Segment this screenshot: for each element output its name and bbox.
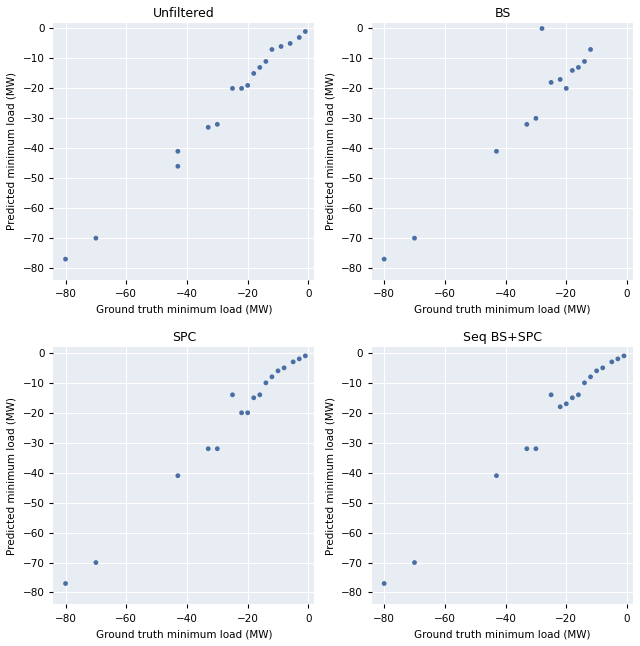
Point bbox=[212, 444, 223, 454]
Point bbox=[294, 354, 305, 364]
Point bbox=[260, 56, 271, 67]
Point bbox=[173, 146, 183, 156]
Y-axis label: Predicted minimum load (MW): Predicted minimum load (MW) bbox=[7, 72, 17, 230]
Point bbox=[531, 113, 541, 123]
Point bbox=[579, 378, 589, 388]
Point bbox=[91, 233, 101, 244]
Point bbox=[248, 393, 259, 403]
Point bbox=[410, 233, 420, 244]
Point bbox=[294, 32, 305, 43]
Point bbox=[288, 357, 298, 367]
Point bbox=[579, 56, 589, 67]
X-axis label: Ground truth minimum load (MW): Ground truth minimum load (MW) bbox=[95, 305, 272, 315]
Point bbox=[612, 354, 623, 364]
Point bbox=[203, 444, 213, 454]
Point bbox=[531, 444, 541, 454]
Point bbox=[561, 83, 572, 94]
Point bbox=[276, 41, 286, 52]
Point bbox=[273, 366, 283, 376]
Point bbox=[492, 470, 502, 481]
Point bbox=[267, 371, 277, 382]
Y-axis label: Predicted minimum load (MW): Predicted minimum load (MW) bbox=[7, 397, 17, 555]
X-axis label: Ground truth minimum load (MW): Ground truth minimum load (MW) bbox=[95, 629, 272, 639]
Point bbox=[279, 362, 289, 373]
X-axis label: Ground truth minimum load (MW): Ground truth minimum load (MW) bbox=[414, 629, 591, 639]
Point bbox=[285, 38, 295, 48]
Point bbox=[573, 390, 584, 400]
Point bbox=[555, 402, 565, 412]
Point bbox=[410, 557, 420, 568]
Title: BS: BS bbox=[494, 7, 511, 20]
Point bbox=[537, 23, 547, 34]
Point bbox=[60, 254, 70, 264]
Point bbox=[173, 470, 183, 481]
Point bbox=[546, 78, 556, 88]
Point bbox=[522, 444, 532, 454]
Point bbox=[591, 366, 602, 376]
Point bbox=[522, 119, 532, 129]
Point bbox=[379, 578, 389, 589]
Point bbox=[546, 390, 556, 400]
Point bbox=[60, 578, 70, 589]
Point bbox=[227, 390, 237, 400]
Point bbox=[243, 408, 253, 418]
Point bbox=[586, 45, 596, 55]
Point bbox=[236, 83, 246, 94]
Point bbox=[236, 408, 246, 418]
Point bbox=[598, 362, 608, 373]
Point bbox=[91, 557, 101, 568]
Point bbox=[227, 83, 237, 94]
Point bbox=[243, 80, 253, 90]
Point bbox=[260, 378, 271, 388]
Point bbox=[267, 45, 277, 55]
Point bbox=[619, 351, 629, 361]
Point bbox=[586, 371, 596, 382]
Point bbox=[300, 26, 310, 37]
Point bbox=[567, 393, 577, 403]
Point bbox=[379, 254, 389, 264]
Point bbox=[212, 119, 223, 129]
Point bbox=[173, 161, 183, 171]
Point bbox=[248, 68, 259, 79]
Title: SPC: SPC bbox=[172, 331, 196, 344]
Point bbox=[255, 390, 265, 400]
Point bbox=[555, 74, 565, 85]
X-axis label: Ground truth minimum load (MW): Ground truth minimum load (MW) bbox=[414, 305, 591, 315]
Title: Seq BS+SPC: Seq BS+SPC bbox=[463, 331, 542, 344]
Point bbox=[607, 357, 617, 367]
Point bbox=[567, 65, 577, 76]
Y-axis label: Predicted minimum load (MW): Predicted minimum load (MW) bbox=[326, 72, 335, 230]
Point bbox=[561, 399, 572, 409]
Title: Unfiltered: Unfiltered bbox=[153, 7, 215, 20]
Point bbox=[573, 62, 584, 72]
Y-axis label: Predicted minimum load (MW): Predicted minimum load (MW) bbox=[326, 397, 335, 555]
Point bbox=[492, 146, 502, 156]
Point bbox=[203, 122, 213, 132]
Point bbox=[300, 351, 310, 361]
Point bbox=[255, 62, 265, 72]
